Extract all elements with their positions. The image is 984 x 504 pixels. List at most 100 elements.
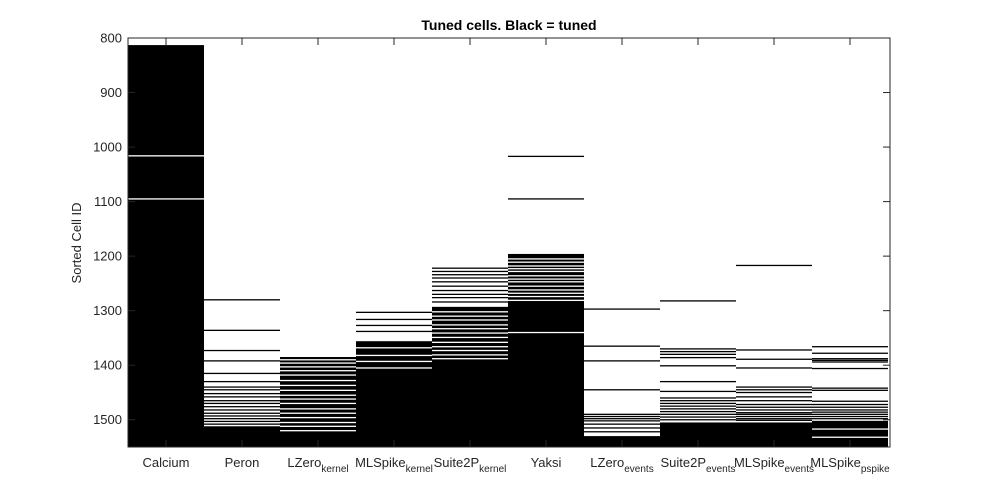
tuned-row (204, 380, 280, 383)
tuned-row (660, 350, 736, 353)
untuned-row (280, 412, 356, 414)
untuned-row (432, 349, 508, 352)
tuned-row (812, 413, 888, 415)
tuned-row (204, 372, 280, 375)
untuned-row (280, 416, 356, 419)
tuned-row (432, 285, 508, 287)
tuned-row (432, 301, 508, 303)
untuned-row (280, 425, 356, 427)
tuned-block (432, 306, 508, 447)
y-tick-label: 1500 (93, 412, 122, 427)
tuned-row (204, 420, 280, 423)
tuned-row (204, 412, 280, 414)
tuned-row (584, 308, 660, 310)
column-6 (508, 155, 584, 447)
tuned-row (204, 329, 280, 331)
untuned-row (508, 270, 584, 273)
untuned-row (280, 421, 356, 424)
tuned-row (660, 413, 736, 415)
untuned-row (356, 354, 432, 357)
tuned-row (736, 386, 812, 388)
tuned-row (812, 415, 888, 418)
tuned-row (584, 345, 660, 347)
tuned-row (204, 349, 280, 352)
untuned-row (356, 347, 432, 349)
tuned-row (736, 358, 812, 360)
tuned-block (128, 45, 204, 448)
y-axis: 800 900 1000 1100 1200 1300 1400 1500 (93, 31, 890, 427)
untuned-row (128, 155, 204, 157)
tuned-row (204, 406, 280, 408)
tuned-row (432, 289, 508, 292)
untuned-row (508, 265, 584, 267)
tuned-row (660, 300, 736, 302)
tuned-row (432, 277, 508, 279)
tuned-row (660, 356, 736, 359)
tuned-row (736, 409, 812, 411)
tuned-block (204, 426, 280, 447)
tuned-row (660, 416, 736, 418)
y-tick-label: 800 (100, 31, 122, 46)
column-1 (128, 45, 204, 448)
tuned-row (736, 412, 812, 414)
tuned-row (356, 318, 432, 321)
column-3 (280, 357, 356, 447)
tuned-row (736, 264, 812, 267)
tuned-row (432, 274, 508, 276)
tuned-row (812, 389, 888, 391)
tuned-row (812, 409, 888, 411)
tuned-row (660, 365, 736, 367)
tuned-row (432, 270, 508, 273)
untuned-row (356, 367, 432, 369)
tuned-row (736, 391, 812, 394)
tuned-row (812, 359, 888, 361)
tuned-row (660, 380, 736, 383)
tuned-row (204, 360, 280, 362)
y-axis-label: Sorted Cell ID (69, 203, 84, 284)
untuned-row (280, 379, 356, 382)
untuned-row (280, 366, 356, 368)
x-tick-label: MLSpikepspike (810, 455, 890, 475)
untuned-row (508, 285, 584, 287)
tuned-row (660, 408, 736, 410)
x-tick-label: Yaksi (531, 455, 562, 470)
untuned-row (812, 428, 888, 430)
untuned-row (128, 198, 204, 200)
untuned-row (508, 275, 584, 277)
tuned-row (204, 299, 280, 301)
tuned-row (736, 349, 812, 351)
untuned-row (432, 315, 508, 317)
y-tick-label: 1300 (93, 303, 122, 318)
tuned-row (660, 390, 736, 393)
tuned-row (812, 358, 888, 360)
untuned-row (280, 402, 356, 405)
column-5 (432, 267, 508, 447)
untuned-row (432, 346, 508, 348)
tuned-row (204, 409, 280, 411)
tuned-row (736, 367, 812, 369)
tuned-block (508, 253, 584, 447)
untuned-row (432, 319, 508, 321)
tuned-row (584, 420, 660, 422)
x-tick-label: Calcium (143, 455, 190, 470)
x-tick-label: LZerokernel (287, 455, 348, 475)
tuned-row (432, 293, 508, 296)
untuned-row (508, 258, 584, 260)
tuned-row (660, 400, 736, 402)
tuned-row (736, 415, 812, 418)
untuned-row (280, 370, 356, 372)
tuned-row (204, 396, 280, 398)
untuned-row (280, 394, 356, 396)
tuned-row (584, 413, 660, 415)
tuned-row (584, 427, 660, 429)
untuned-row (508, 281, 584, 283)
y-tick-label: 1400 (93, 358, 122, 373)
untuned-row (280, 398, 356, 400)
untuned-row (280, 408, 356, 410)
untuned-row (508, 299, 584, 302)
untuned-row (280, 389, 356, 391)
tuned-row (204, 392, 280, 395)
untuned-row (432, 341, 508, 343)
tuned-row (356, 330, 432, 333)
